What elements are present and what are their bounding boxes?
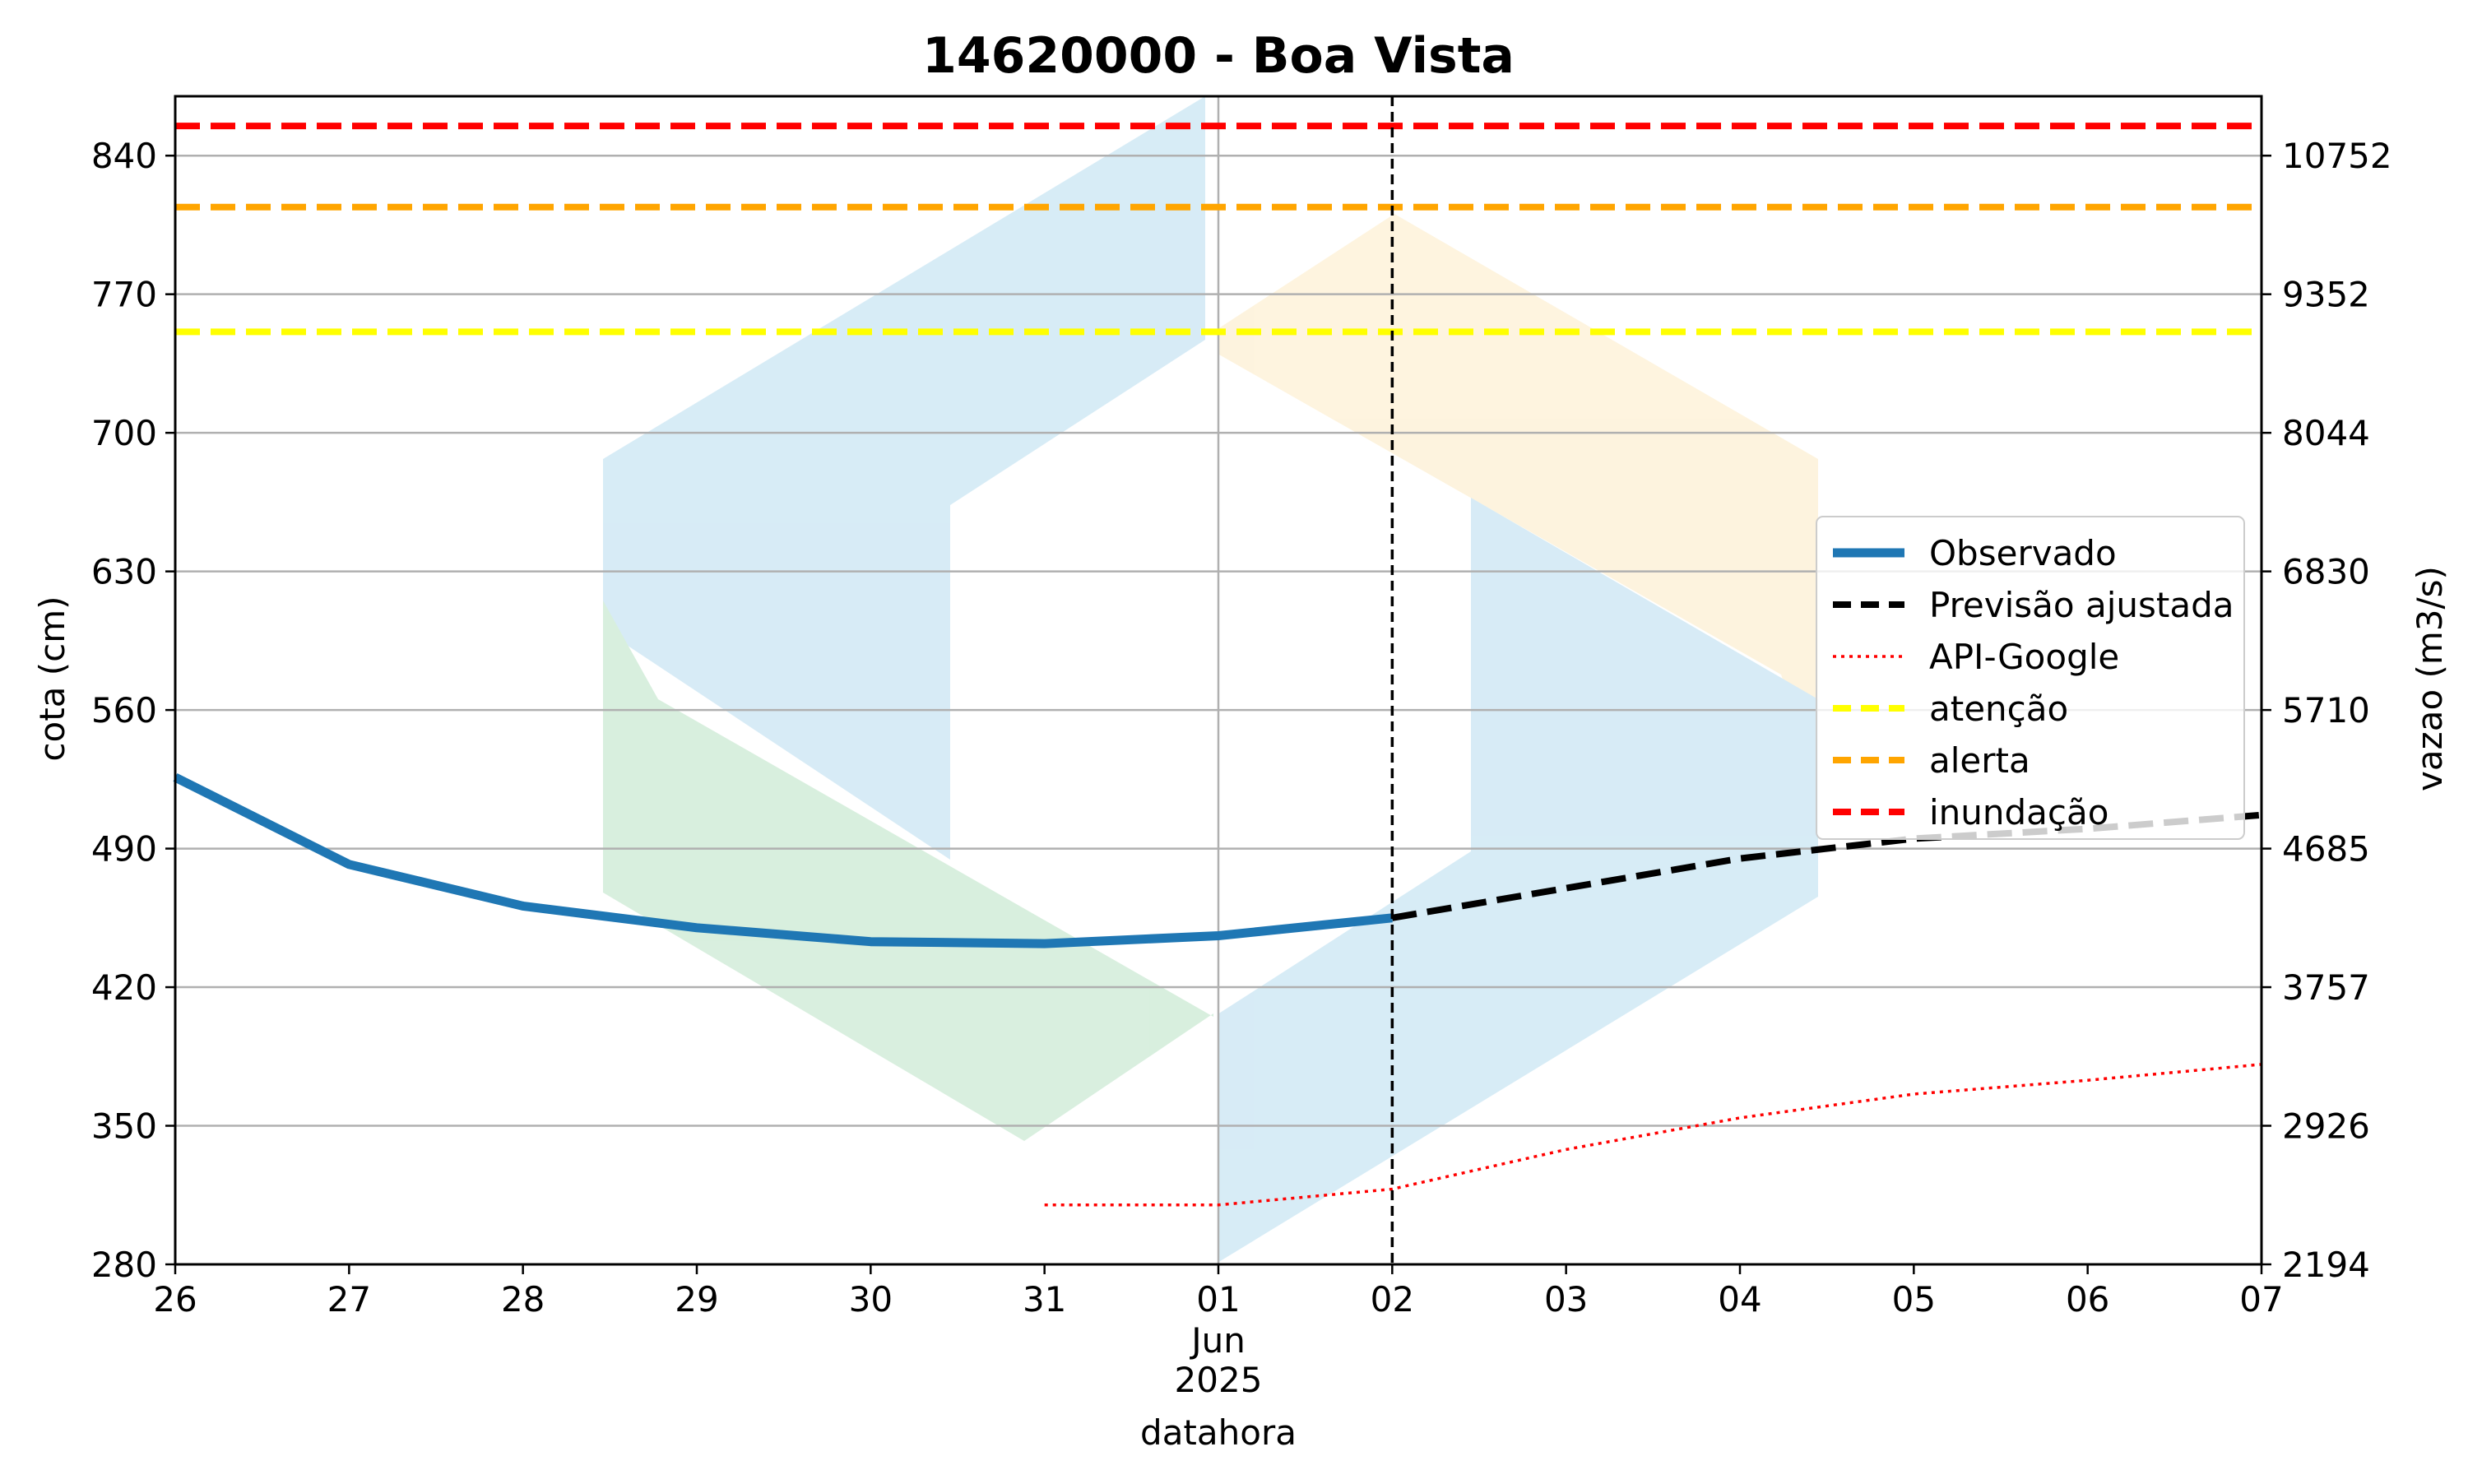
y-tick-label: 490 bbox=[91, 829, 157, 870]
y-right-tick-label: 9352 bbox=[2282, 275, 2370, 315]
y-right-tick-label: 5710 bbox=[2282, 690, 2370, 730]
watermark-shape-orange bbox=[1218, 214, 1818, 781]
watermark-logo bbox=[603, 96, 1818, 1263]
series-line-0 bbox=[173, 772, 1393, 948]
x-tick-label: 01 bbox=[1196, 1279, 1240, 1319]
chart-title: 14620000 - Boa Vista bbox=[922, 27, 1515, 85]
x-tick-label: 28 bbox=[501, 1279, 545, 1319]
y-tick-label: 350 bbox=[91, 1106, 157, 1147]
x-tick-label: 27 bbox=[327, 1279, 371, 1319]
legend-label: atenção bbox=[1929, 689, 2068, 729]
x-month-label: Jun bbox=[1189, 1320, 1246, 1361]
plot-frame bbox=[174, 95, 2263, 1266]
x-tick-label: 29 bbox=[675, 1279, 718, 1319]
watermark-shape-blue-right bbox=[1218, 498, 1818, 1263]
y-right-tick-label: 2926 bbox=[2282, 1106, 2370, 1147]
axes bbox=[165, 95, 2271, 1274]
y-tick-label: 700 bbox=[91, 413, 157, 453]
legend-label: alerta bbox=[1929, 740, 2030, 781]
y-tick-label: 420 bbox=[91, 967, 157, 1008]
x-tick-label: 02 bbox=[1371, 1279, 1414, 1319]
y-right-tick-label: 10752 bbox=[2282, 136, 2392, 176]
watermark-shape-blue-left bbox=[603, 96, 1205, 860]
x-tick-label: 05 bbox=[1892, 1279, 1936, 1319]
x-axis-label: datahora bbox=[1140, 1412, 1297, 1453]
legend: Observado Previsão ajustada API-Google aten… bbox=[1816, 516, 2245, 840]
x-tick-label: 03 bbox=[1544, 1279, 1588, 1319]
y-tick-label: 560 bbox=[91, 690, 157, 730]
y-right-tick-label: 6830 bbox=[2282, 552, 2370, 592]
legend-label: inundação bbox=[1929, 792, 2108, 832]
grid bbox=[175, 96, 2262, 1266]
legend-box bbox=[1816, 516, 2245, 840]
y-axis-label: cota (cm) bbox=[32, 596, 72, 761]
y-right-tick-label: 8044 bbox=[2282, 413, 2370, 453]
y-axis-right-label: vazao (m3/s) bbox=[2410, 566, 2450, 791]
legend-label: Observado bbox=[1929, 533, 2117, 573]
y-right-tick-label: 2194 bbox=[2282, 1245, 2370, 1285]
x-tick-label: 07 bbox=[2239, 1279, 2283, 1319]
legend-label: API-Google bbox=[1929, 637, 2119, 677]
x-tick-label: 04 bbox=[1718, 1279, 1761, 1319]
x-tick-label: 06 bbox=[2066, 1279, 2109, 1319]
y-tick-label: 630 bbox=[91, 552, 157, 592]
watermark-shape-green bbox=[603, 601, 1213, 1141]
y-tick-label: 840 bbox=[91, 136, 157, 176]
threshold-lines bbox=[175, 123, 2262, 336]
y-right-tick-label: 4685 bbox=[2282, 829, 2370, 870]
x-tick-label: 26 bbox=[153, 1279, 197, 1319]
x-tick-label: 31 bbox=[1023, 1279, 1066, 1319]
y-tick-label: 280 bbox=[91, 1245, 157, 1285]
y-tick-label: 770 bbox=[91, 275, 157, 315]
x-tick-label: 30 bbox=[849, 1279, 893, 1319]
y-right-tick-label: 3757 bbox=[2282, 967, 2370, 1008]
x-year-label: 2025 bbox=[1175, 1360, 1263, 1400]
legend-label: Previsão ajustada bbox=[1929, 585, 2234, 625]
